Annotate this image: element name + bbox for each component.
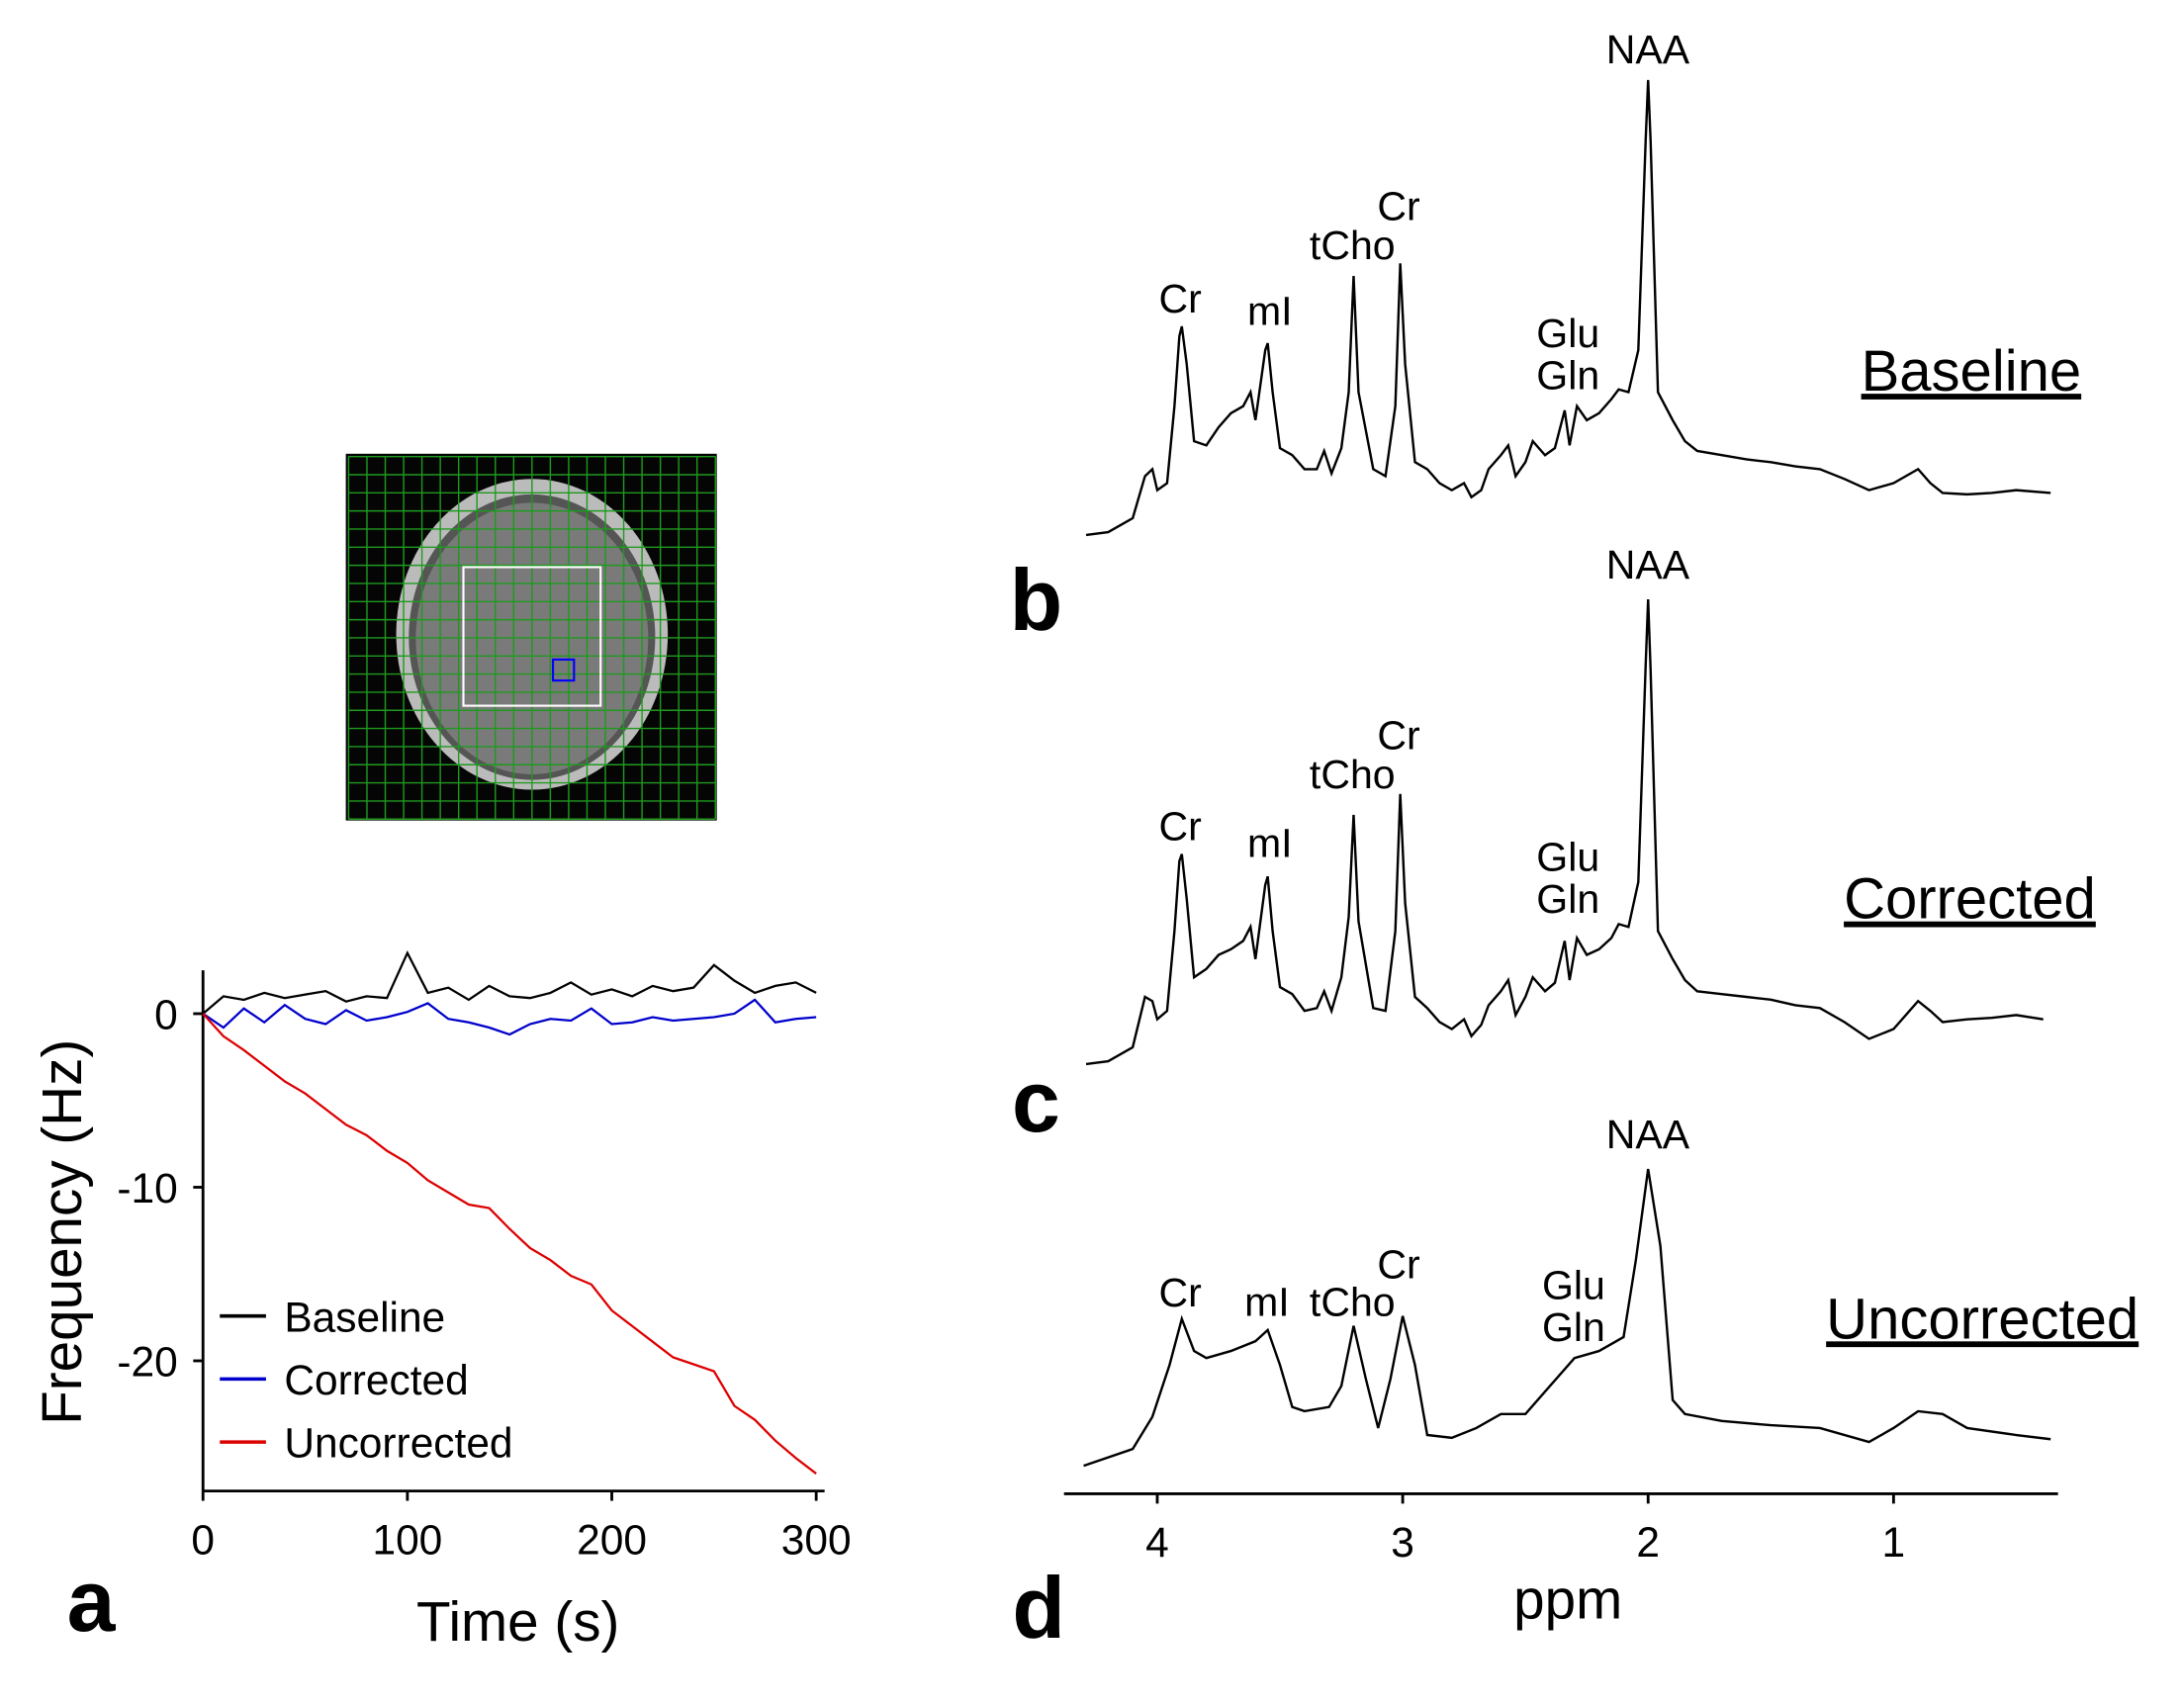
panel-letter: c (1012, 1053, 1060, 1150)
legend-label: Baseline (284, 1294, 445, 1340)
peak-label: Cr (1159, 803, 1202, 849)
peak-label: tCho (1310, 223, 1396, 268)
x-tick-label: 2 (1636, 1519, 1660, 1566)
peak-label: Cr (1159, 276, 1202, 321)
x-axis-label: Time (s) (416, 1590, 619, 1653)
x-tick-label: 100 (372, 1516, 442, 1563)
peak-label: Cr (1377, 712, 1419, 758)
series-line (202, 949, 817, 1015)
panel-title: Baseline (1862, 339, 2082, 404)
spectrum-line (1085, 598, 2044, 1066)
peak-label: Cr (1159, 1270, 1202, 1315)
peak-label: Cr (1377, 1241, 1419, 1287)
x-tick-label: 200 (577, 1516, 647, 1563)
y-tick-label: -20 (117, 1339, 177, 1386)
series-line (202, 1013, 817, 1475)
peak-label: Glu (1536, 311, 1599, 356)
x-tick-label: 1 (1882, 1519, 1906, 1566)
spectrum-line (1083, 1168, 2051, 1468)
mri-image (345, 453, 717, 821)
x-tick-label: 3 (1391, 1519, 1414, 1566)
selected-voxel (552, 658, 576, 682)
peak-label: Gln (1536, 353, 1599, 399)
y-tick-label: -10 (117, 1165, 177, 1211)
peak-label: NAA (1606, 542, 1690, 587)
peak-label: mI (1247, 820, 1293, 865)
x-tick-label: 4 (1145, 1519, 1169, 1566)
peak-label: Glu (1542, 1263, 1605, 1308)
y-axis-label: Frequency (Hz) (31, 1039, 93, 1425)
y-tick-label: 0 (154, 992, 178, 1038)
peak-label: mI (1244, 1280, 1290, 1325)
panel-letter: b (1010, 552, 1063, 649)
panel-letter: a (67, 1553, 117, 1650)
peak-label: Gln (1542, 1304, 1605, 1350)
peak-label: Cr (1377, 183, 1419, 228)
panel-title: Corrected (1844, 867, 2096, 932)
peak-label: mI (1247, 289, 1293, 334)
legend-label: Corrected (284, 1357, 468, 1403)
legend-label: Uncorrected (284, 1420, 512, 1467)
peak-label: NAA (1606, 1112, 1690, 1157)
x-tick-label: 300 (781, 1516, 852, 1563)
panel-title: Uncorrected (1826, 1287, 2138, 1351)
voi-box (462, 566, 602, 707)
voxel-grid (347, 455, 716, 820)
peak-label: Glu (1536, 835, 1599, 880)
peak-label: tCho (1310, 1280, 1396, 1325)
x-tick-label: 0 (191, 1516, 215, 1563)
series-line (202, 998, 817, 1036)
peak-label: NAA (1606, 27, 1690, 72)
x-axis-label: ppm (1513, 1568, 1622, 1630)
peak-label: tCho (1310, 752, 1396, 797)
panel-letter: d (1012, 1560, 1065, 1657)
peak-label: Gln (1536, 876, 1599, 922)
spectrum-line (1085, 79, 2051, 537)
